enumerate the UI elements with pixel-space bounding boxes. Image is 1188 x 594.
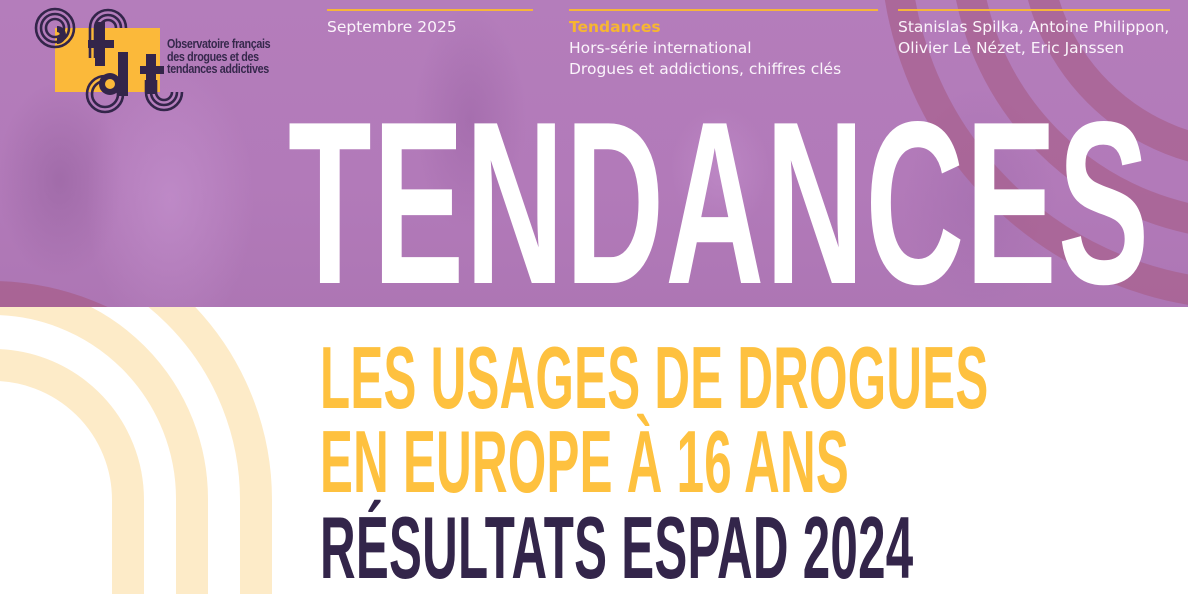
- authors-block: Stanislas Spilka, Antoine Philippon, Oli…: [898, 9, 1170, 59]
- series-block: Tendances Hors-série international Drogu…: [569, 9, 878, 80]
- subtitle-line-3: RÉSULTATS ESPAD 2024: [320, 498, 914, 594]
- cream-arcs-icon: [0, 307, 272, 594]
- divider: [898, 9, 1170, 11]
- publication-title: TENDANCES: [288, 88, 1151, 307]
- logo-line-1: Observatoire français: [167, 37, 271, 51]
- divider: [327, 9, 533, 11]
- series-line-2: Drogues et addictions, chiffres clés: [569, 60, 842, 78]
- divider: [569, 9, 878, 11]
- publication-date: Septembre 2025: [327, 18, 457, 36]
- ofdt-logo-icon: [34, 7, 184, 114]
- logo-organization-name: Observatoire français des drogues et des…: [167, 38, 287, 76]
- subtitle-line-2: EN EUROPE À 16 ANS: [320, 412, 850, 511]
- authors-line-2: Olivier Le Nézet, Eric Janssen: [898, 39, 1125, 57]
- authors-line-1: Stanislas Spilka, Antoine Philippon,: [898, 18, 1170, 36]
- logo-line-3: tendances addictives: [167, 62, 269, 77]
- publication-date-block: Septembre 2025: [327, 9, 533, 38]
- header-photo-band: [0, 0, 1188, 307]
- logo-line-2: des drogues et des: [167, 49, 259, 64]
- series-line-1: Hors-série international: [569, 39, 752, 57]
- subtitle-line-1: LES USAGES DE DROGUES: [320, 328, 989, 427]
- series-name: Tendances: [569, 18, 661, 36]
